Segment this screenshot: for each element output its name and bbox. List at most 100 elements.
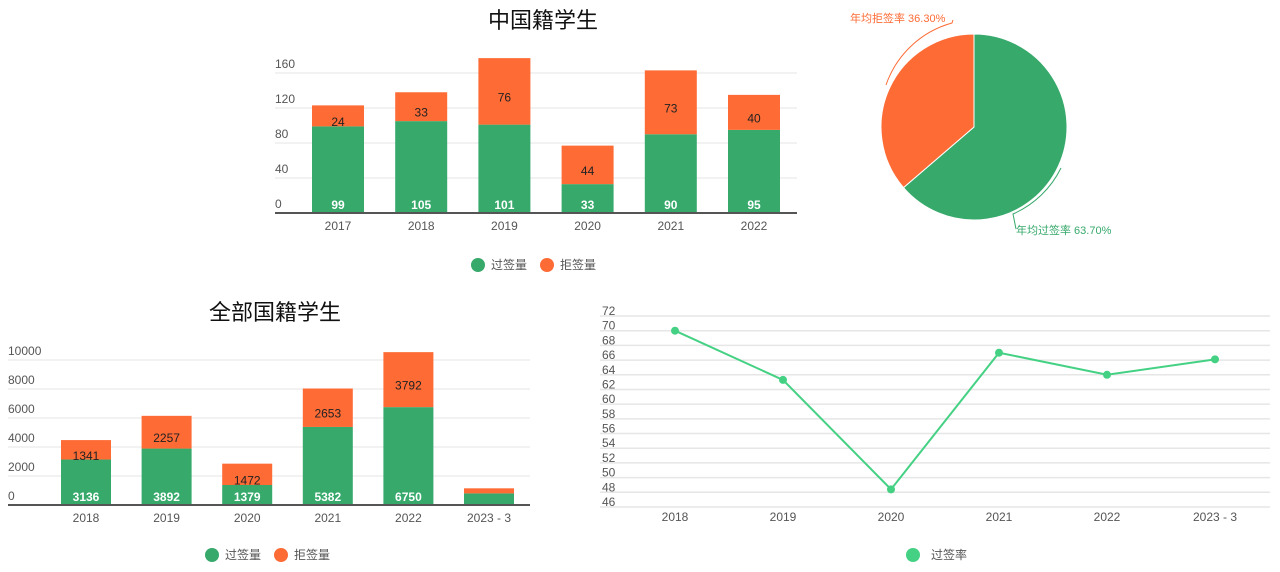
x-tick-label: 2022 <box>741 219 768 233</box>
x-tick-label: 2018 <box>73 511 100 525</box>
rate-point <box>1103 370 1111 379</box>
bar-reject <box>644 70 697 135</box>
y-tick-label: 68 <box>602 333 616 347</box>
pie-label-pass: 年均过签率 63.70% <box>1016 223 1112 237</box>
legend-swatch <box>205 548 219 562</box>
legend-swatch <box>906 548 920 562</box>
bar-pass-label: 6750 <box>395 490 422 504</box>
bar-pass <box>644 134 697 213</box>
x-tick-label: 2020 <box>234 511 261 525</box>
x-tick-label: 2018 <box>662 510 689 524</box>
bar-reject <box>302 388 353 427</box>
y-tick-label: 0 <box>275 197 282 211</box>
bar-reject-label: 73 <box>664 101 678 115</box>
bar-pass-label: 101 <box>494 198 514 212</box>
y-tick-label: 160 <box>275 57 295 71</box>
bar-pass <box>478 124 531 213</box>
bar-pass-label: 105 <box>411 198 431 212</box>
y-tick-label: 52 <box>602 451 616 465</box>
x-tick-label: 2022 <box>1094 510 1121 524</box>
rate-point <box>671 326 679 335</box>
x-tick-label: 2023 - 3 <box>1193 510 1237 524</box>
bar-pass <box>312 126 364 213</box>
legend-label: 过签量 <box>225 547 261 562</box>
all-bar-chart: 0 2000 4000 6000 8000 10000 3136 1341 2018 3892 22… <box>8 344 530 562</box>
bar-reject-label: 76 <box>498 90 512 104</box>
legend-swatch <box>274 548 288 562</box>
bar-reject-label: 2257 <box>153 431 180 445</box>
y-tick-label: 48 <box>602 480 616 494</box>
bar-pass-label: 33 <box>581 198 595 212</box>
bar-reject <box>312 105 364 127</box>
y-tick-label: 8000 <box>8 373 35 387</box>
bar-pass-label: 1379 <box>234 490 261 504</box>
pie-label-connector <box>885 19 954 86</box>
bar-pass-label: 3892 <box>153 490 180 504</box>
legend-label: 拒签量 <box>294 547 330 562</box>
y-tick-label: 70 <box>602 319 616 333</box>
x-tick-label: 2023 - 3 <box>467 511 511 525</box>
x-tick-label: 2021 <box>657 219 684 233</box>
y-tick-label: 40 <box>275 162 289 176</box>
rate-point <box>995 348 1003 357</box>
bar-pass <box>561 184 614 213</box>
bar-reject-label: 2653 <box>314 407 341 421</box>
pie-label-connector <box>1012 167 1062 230</box>
y-tick-label: 62 <box>602 377 616 391</box>
x-tick-label: 2017 <box>325 219 352 233</box>
legend-label: 拒签量 <box>560 257 596 272</box>
x-tick-label: 2022 <box>395 511 422 525</box>
y-tick-label: 120 <box>275 92 295 106</box>
bar-pass-label: 95 <box>747 198 761 212</box>
bar-reject-label: 1472 <box>234 473 261 487</box>
y-tick-label: 46 <box>602 495 616 509</box>
rate-point <box>779 375 787 384</box>
bar-pass <box>383 407 434 505</box>
x-tick-label: 2018 <box>408 219 435 233</box>
y-tick-label: 72 <box>602 304 616 318</box>
chart-title-all: 全部国籍学生 <box>209 300 341 325</box>
y-tick-label: 80 <box>275 127 289 141</box>
bar-reject-label: 1341 <box>73 449 100 463</box>
bar-reject-label: 3792 <box>395 379 422 393</box>
bar-reject <box>395 92 448 122</box>
legend-swatch <box>540 258 554 272</box>
y-tick-label: 0 <box>8 489 15 503</box>
china-bar-chart: 0 40 80 120 160 99 24 2017 105 33 2018 101 76 2019 33 4… <box>275 57 797 272</box>
pie-chart: 年均过签率 63.70% 年均拒签率 36.30% <box>850 11 1112 237</box>
bar-reject <box>478 58 531 125</box>
y-tick-label: 56 <box>602 422 616 436</box>
bar-reject-label: 40 <box>747 111 761 125</box>
bar-reject <box>464 488 514 494</box>
bar-pass <box>395 121 448 213</box>
y-tick-label: 10000 <box>8 344 42 358</box>
chart-title-china: 中国籍学生 <box>488 8 598 33</box>
bar-reject-label: 33 <box>415 106 429 120</box>
y-tick-label: 54 <box>602 436 616 450</box>
bar-pass <box>728 129 780 213</box>
bar-reject-label: 24 <box>331 115 345 129</box>
bar-pass-label: 90 <box>664 198 678 212</box>
legend-label: 过签量 <box>491 257 527 272</box>
y-tick-label: 6000 <box>8 402 35 416</box>
y-tick-label: 4000 <box>8 431 35 445</box>
y-tick-label: 66 <box>602 348 616 362</box>
legend-label: 过签率 <box>931 547 967 562</box>
bar-pass-label: 5382 <box>314 490 341 504</box>
x-tick-label: 2020 <box>574 219 601 233</box>
y-tick-label: 58 <box>602 407 616 421</box>
y-tick-label: 50 <box>602 466 616 480</box>
bar-reject <box>61 440 111 460</box>
bar-reject <box>222 463 273 486</box>
x-tick-label: 2021 <box>986 510 1013 524</box>
x-tick-label: 2019 <box>770 510 797 524</box>
x-tick-label: 2019 <box>491 219 518 233</box>
bar-pass-label: 99 <box>331 198 345 212</box>
bar-pass-label: 3136 <box>73 490 100 504</box>
y-tick-label: 60 <box>602 392 616 406</box>
x-tick-label: 2019 <box>153 511 180 525</box>
bar-pass <box>464 493 514 505</box>
x-tick-label: 2021 <box>314 511 341 525</box>
